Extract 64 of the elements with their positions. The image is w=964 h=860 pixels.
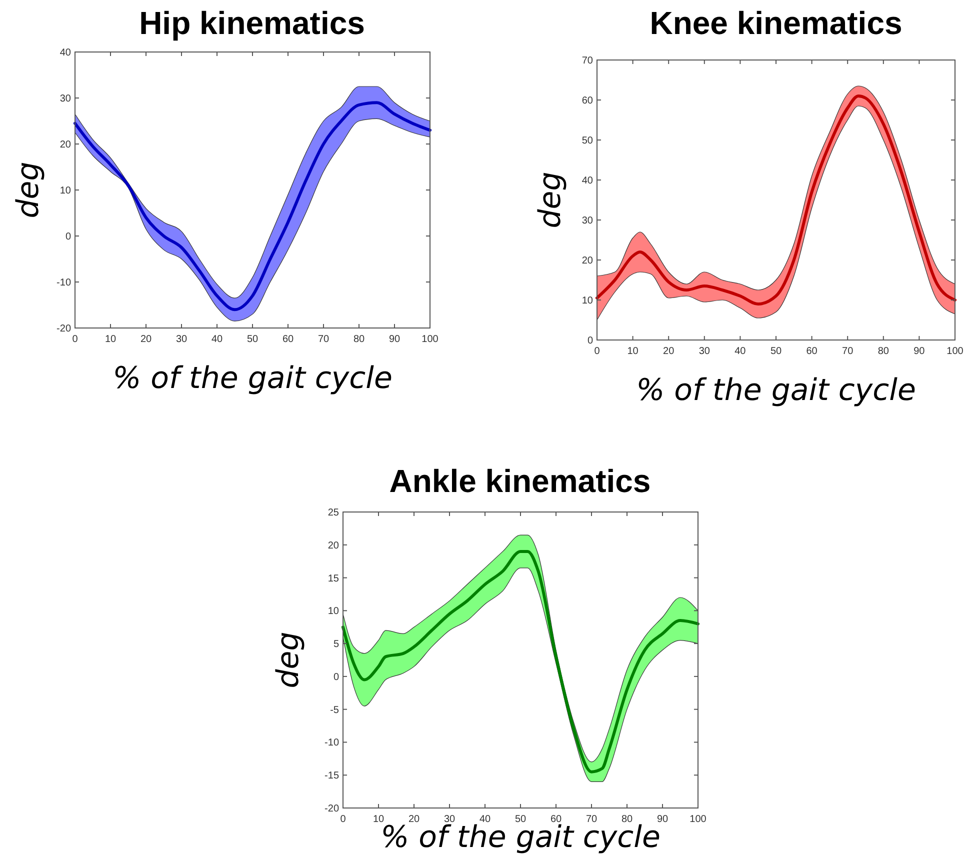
chart-title: Hip kinematics	[139, 5, 365, 41]
x-tick-label: 0	[594, 346, 600, 357]
x-tick-label: 0	[340, 814, 346, 825]
y-axis-title: deg	[11, 162, 46, 218]
y-tick-label: -10	[56, 278, 72, 288]
y-tick-label: -20	[324, 804, 340, 814]
x-tick-label: 100	[422, 334, 439, 345]
x-axis-title: % of the gait cycle	[112, 361, 392, 396]
y-tick-label: 70	[582, 56, 594, 66]
y-tick-label: -10	[324, 738, 340, 749]
x-tick-label: 30	[176, 334, 188, 345]
y-axis-title: deg	[533, 172, 568, 228]
y-tick-label: 20	[582, 256, 594, 266]
x-tick-label: 70	[842, 346, 854, 357]
x-tick-label: 90	[914, 346, 926, 357]
y-tick-label: 20	[328, 540, 340, 552]
y-tick-label: 10	[60, 186, 72, 196]
chart-title: Ankle kinematics	[389, 463, 651, 499]
x-tick-label: 20	[663, 346, 675, 357]
chart-title: Knee kinematics	[650, 5, 902, 41]
x-tick-label: 40	[211, 334, 223, 345]
x-tick-label: 40	[479, 814, 491, 825]
x-tick-label: 40	[734, 346, 746, 357]
y-tick-label: -20	[56, 324, 72, 334]
y-tick-label: 15	[328, 573, 340, 584]
x-tick-label: 80	[878, 346, 890, 357]
x-tick-label: 50	[770, 346, 782, 357]
x-tick-label: 100	[946, 346, 964, 357]
y-tick-label: 50	[582, 136, 594, 146]
x-tick-label: 80	[353, 334, 365, 345]
x-tick-label: 70	[318, 334, 330, 345]
y-tick-label: 30	[582, 216, 594, 226]
x-tick-label: 60	[806, 346, 818, 357]
y-tick-label: -5	[330, 704, 340, 716]
x-tick-label: 30	[698, 346, 710, 357]
y-tick-label: 40	[60, 48, 72, 58]
y-tick-label: 30	[60, 94, 72, 104]
y-tick-label: 5	[333, 639, 340, 650]
y-tick-label: 20	[60, 140, 72, 150]
x-tick-label: 60	[550, 814, 562, 825]
x-tick-label: 90	[656, 814, 668, 825]
y-tick-label: 25	[328, 508, 340, 518]
x-tick-label: 80	[621, 814, 633, 825]
y-tick-label: 10	[328, 606, 340, 618]
x-tick-label: 30	[444, 814, 456, 825]
y-tick-label: -15	[324, 770, 340, 782]
x-tick-label: 50	[246, 334, 258, 345]
x-tick-label: 10	[104, 334, 116, 345]
y-tick-label: 60	[582, 96, 594, 106]
y-tick-label: 0	[333, 672, 340, 683]
y-tick-label: 10	[582, 296, 594, 306]
y-tick-label: 40	[582, 176, 594, 186]
x-tick-label: 60	[282, 334, 294, 345]
x-tick-label: 20	[140, 334, 152, 345]
x-tick-label: 10	[627, 346, 639, 357]
y-axis-title: deg	[271, 632, 306, 688]
x-axis-title: % of the gait cycle	[636, 373, 916, 408]
x-tick-label: 20	[408, 814, 420, 825]
x-tick-label: 90	[388, 334, 400, 345]
x-tick-label: 100	[690, 814, 707, 825]
x-tick-label: 0	[72, 334, 78, 345]
y-tick-label: 0	[65, 232, 72, 242]
x-tick-label: 50	[514, 814, 526, 825]
x-tick-label: 10	[372, 814, 384, 825]
